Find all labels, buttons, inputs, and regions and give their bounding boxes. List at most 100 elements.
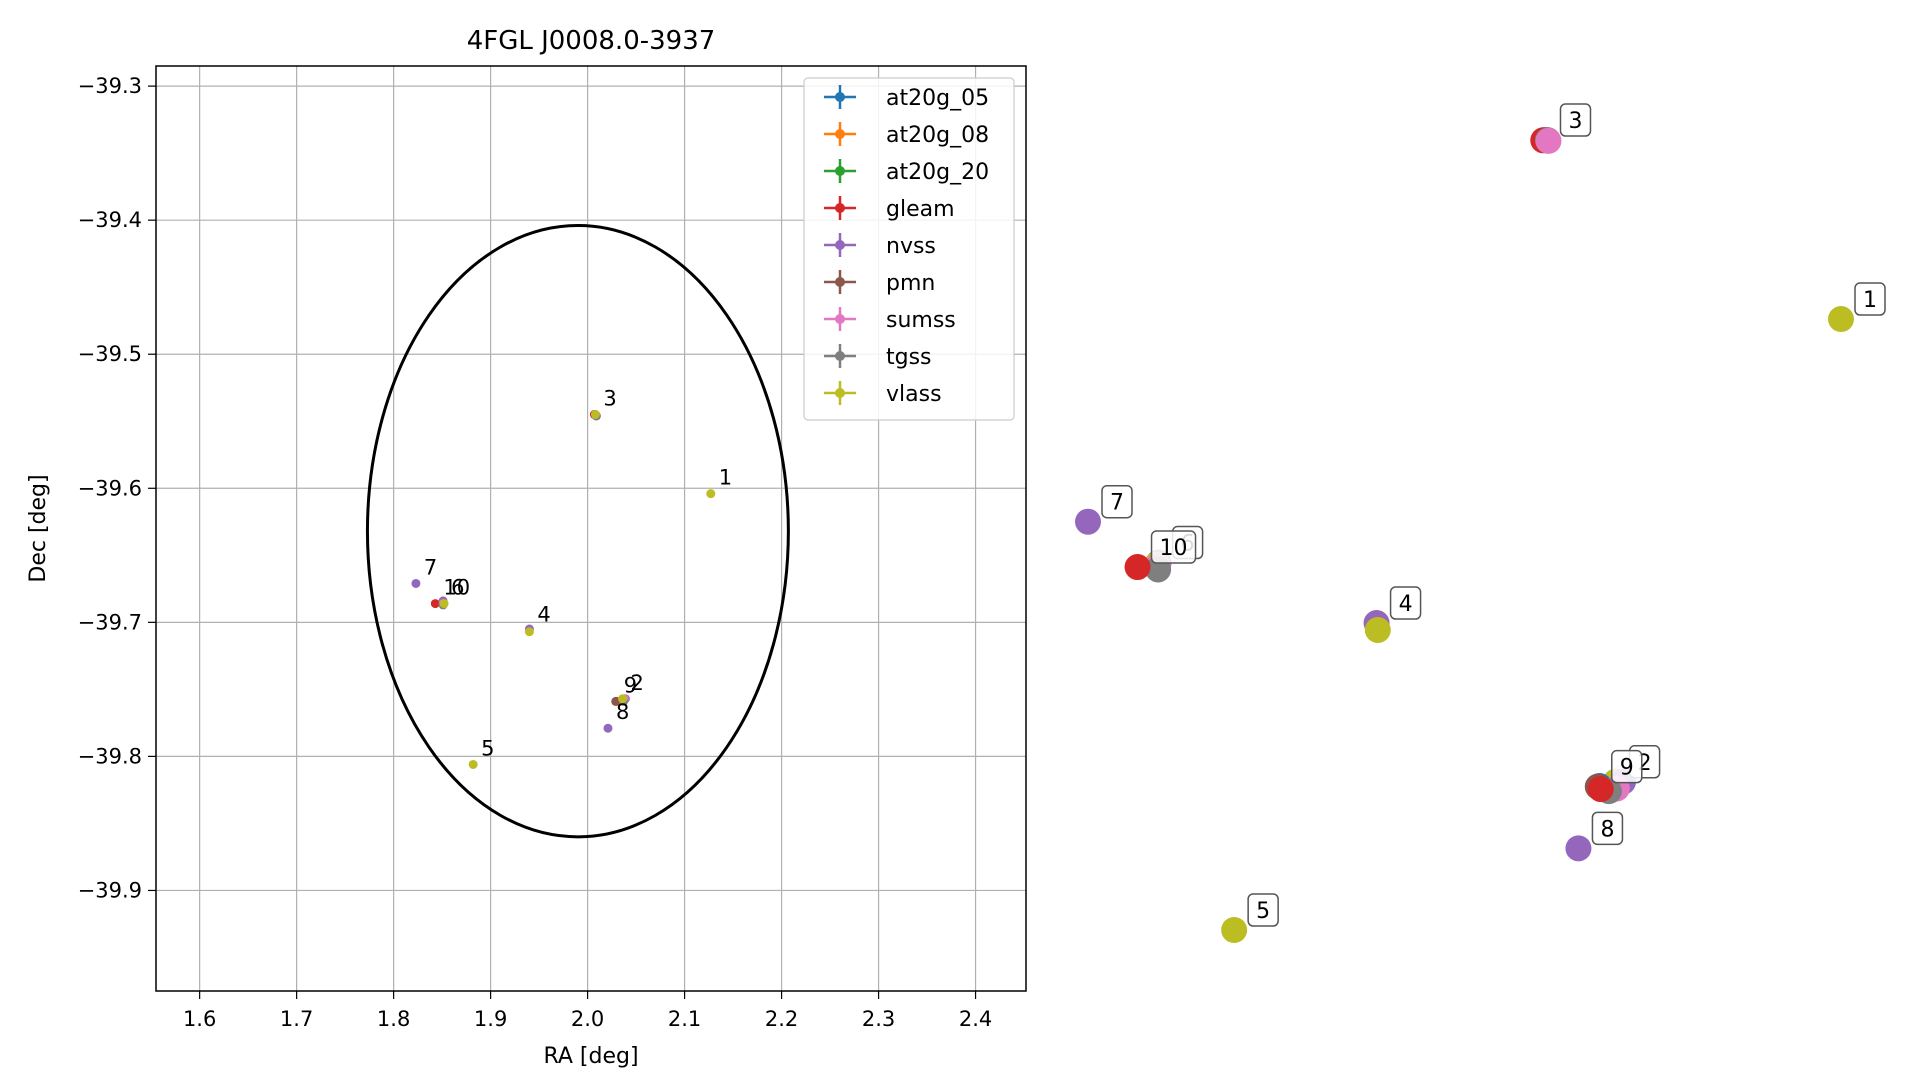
x-tick-label: 1.6 <box>183 1007 216 1031</box>
node-label-text: 8 <box>1600 817 1614 842</box>
node-label-text: 7 <box>1110 491 1124 516</box>
legend-entry: vlass <box>824 381 942 407</box>
legend-marker-dot <box>835 388 845 398</box>
point-vlass <box>618 694 628 704</box>
node-label-text: 3 <box>1568 109 1582 134</box>
x-tick-label: 2.0 <box>571 1007 604 1031</box>
legend-marker-dot <box>835 129 845 139</box>
legend-label: at20g_05 <box>886 86 989 111</box>
point-vlass <box>439 599 449 609</box>
x-axis-label: RA [deg] <box>543 1044 638 1069</box>
graph-node-label: 7 <box>1101 484 1133 519</box>
legend-label: tgss <box>886 345 932 370</box>
legend-entry: pmn <box>824 270 935 296</box>
node-label-text: 10 <box>1160 536 1188 561</box>
legend-marker-dot <box>835 351 845 361</box>
chart-title: 4FGL J0008.0-3937 <box>467 26 716 56</box>
error-ellipse <box>365 224 790 839</box>
plot-frame <box>155 65 1027 992</box>
point-label: 3 <box>603 387 616 411</box>
legend-entry: gleam <box>824 196 955 222</box>
x-tick-label: 1.7 <box>280 1007 313 1031</box>
graph-node-label: 3 <box>1559 103 1592 137</box>
y-tick-label: −39.7 <box>78 610 142 634</box>
x-tick-label: 2.2 <box>765 1007 798 1031</box>
y-tick-label: −39.4 <box>78 208 142 232</box>
y-tick-label: −39.9 <box>78 878 142 902</box>
graph-node <box>1587 776 1614 803</box>
y-tick-label: −39.8 <box>78 744 142 768</box>
graph-node <box>1221 917 1248 943</box>
point-label: 2 <box>631 671 644 695</box>
y-tick-label: −39.6 <box>78 476 142 500</box>
graph-node <box>1565 835 1592 862</box>
legend-label: nvss <box>886 234 936 259</box>
node-label-box <box>1101 484 1133 519</box>
node-label-box <box>1150 530 1197 564</box>
x-tick-label: 2.3 <box>862 1007 895 1031</box>
point-label: 10 <box>443 576 470 600</box>
x-tick-label: 2.1 <box>668 1007 701 1031</box>
legend-label: vlass <box>886 382 942 407</box>
y-tick-label: −39.3 <box>78 74 142 98</box>
legend-entry: at20g_20 <box>824 159 989 185</box>
point-labels: 1 2 3 4 5 67 8 9 10 <box>424 387 732 761</box>
graph-node <box>1535 127 1562 154</box>
legend-marker-dot <box>835 240 845 250</box>
point-label: 7 <box>424 555 437 579</box>
node-label-box <box>1854 282 1886 316</box>
point-label: 5 <box>481 736 494 760</box>
y-axis-label: Dec [deg] <box>26 474 51 582</box>
graph-node-label: 10 <box>1150 530 1197 564</box>
legend-entry: nvss <box>824 233 936 259</box>
x-tick-label: 1.8 <box>377 1007 410 1031</box>
graph-node <box>1828 306 1854 333</box>
point-gleam <box>430 599 440 609</box>
node-label-box <box>1611 749 1643 784</box>
y-tick-label: −39.5 <box>78 342 142 366</box>
x-tick-label: 2.4 <box>959 1007 992 1031</box>
legend-marker-dot <box>835 166 845 176</box>
graph-node-label: 1 <box>1854 282 1886 316</box>
legend-label: pmn <box>886 271 935 296</box>
legend-entry: at20g_05 <box>824 85 989 111</box>
point-nvss <box>411 578 421 588</box>
legend-label: sumss <box>886 308 956 333</box>
point-label: 6 <box>451 576 464 600</box>
legend-marker-dot <box>835 314 845 324</box>
graph-node <box>1364 616 1391 643</box>
x-tick-label: 1.9 <box>474 1007 507 1031</box>
legend-label: at20g_20 <box>886 160 989 185</box>
node-label-box <box>1591 811 1624 846</box>
legend-entry: tgss <box>824 344 932 370</box>
grid-lines <box>156 66 1026 991</box>
scatter-points <box>411 410 716 769</box>
point-label: 9 <box>624 673 637 697</box>
graph-node <box>1124 554 1151 581</box>
graph-node-label: 9 <box>1611 749 1643 784</box>
graph-node-label: 5 <box>1247 893 1279 927</box>
point-label: 4 <box>537 602 550 626</box>
node-label-text: 4 <box>1399 592 1413 617</box>
y-axis-ticks: −39.3 −39.4 −39.5 −39.6 −39.7 −39.8 −39.9 <box>78 74 156 902</box>
node-label-box <box>1559 103 1592 137</box>
point-label: 8 <box>616 700 629 724</box>
graph-edges <box>1155 139 1624 793</box>
graph-node-label: 4 <box>1389 586 1422 620</box>
legend-marker-dot <box>835 92 845 102</box>
point-label: 1 <box>719 466 732 490</box>
point-pmn <box>611 696 621 706</box>
x-axis-ticks: 1.6 1.7 1.8 1.9 2.0 2.1 2.2 2.3 2.4 <box>183 991 992 1031</box>
point-vlass <box>706 489 716 499</box>
legend-marker-dot <box>835 203 845 213</box>
node-label-text: 5 <box>1256 899 1270 924</box>
legend-box <box>803 77 1015 421</box>
point-vlass <box>468 759 478 769</box>
point-vlass <box>590 410 600 420</box>
node-label-text: 9 <box>1620 756 1634 781</box>
legend-marker-dot <box>835 277 845 287</box>
